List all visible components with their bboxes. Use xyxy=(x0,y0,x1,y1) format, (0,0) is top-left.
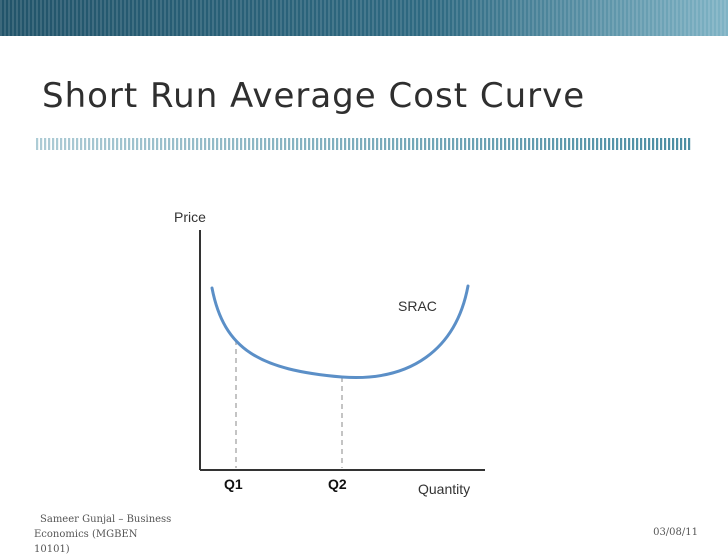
footer-date: 03/08/11 xyxy=(653,527,698,538)
srac-label: SRAC xyxy=(398,298,437,314)
q2-label: Q2 xyxy=(328,476,347,492)
footer-author: Sameer Gunjal – Business Economics (MGBE… xyxy=(34,514,172,555)
y-axis-label: Price xyxy=(174,209,206,225)
top-decorative-bar xyxy=(0,0,728,36)
x-axis-label: Quantity xyxy=(418,481,470,497)
srac-diagram: Price Quantity SRAC Q1 Q2 xyxy=(174,209,485,497)
title-underline-rule xyxy=(36,138,692,150)
q1-label: Q1 xyxy=(224,476,243,492)
slide-title: Short Run Average Cost Curve xyxy=(42,76,586,116)
srac-curve xyxy=(210,284,470,380)
